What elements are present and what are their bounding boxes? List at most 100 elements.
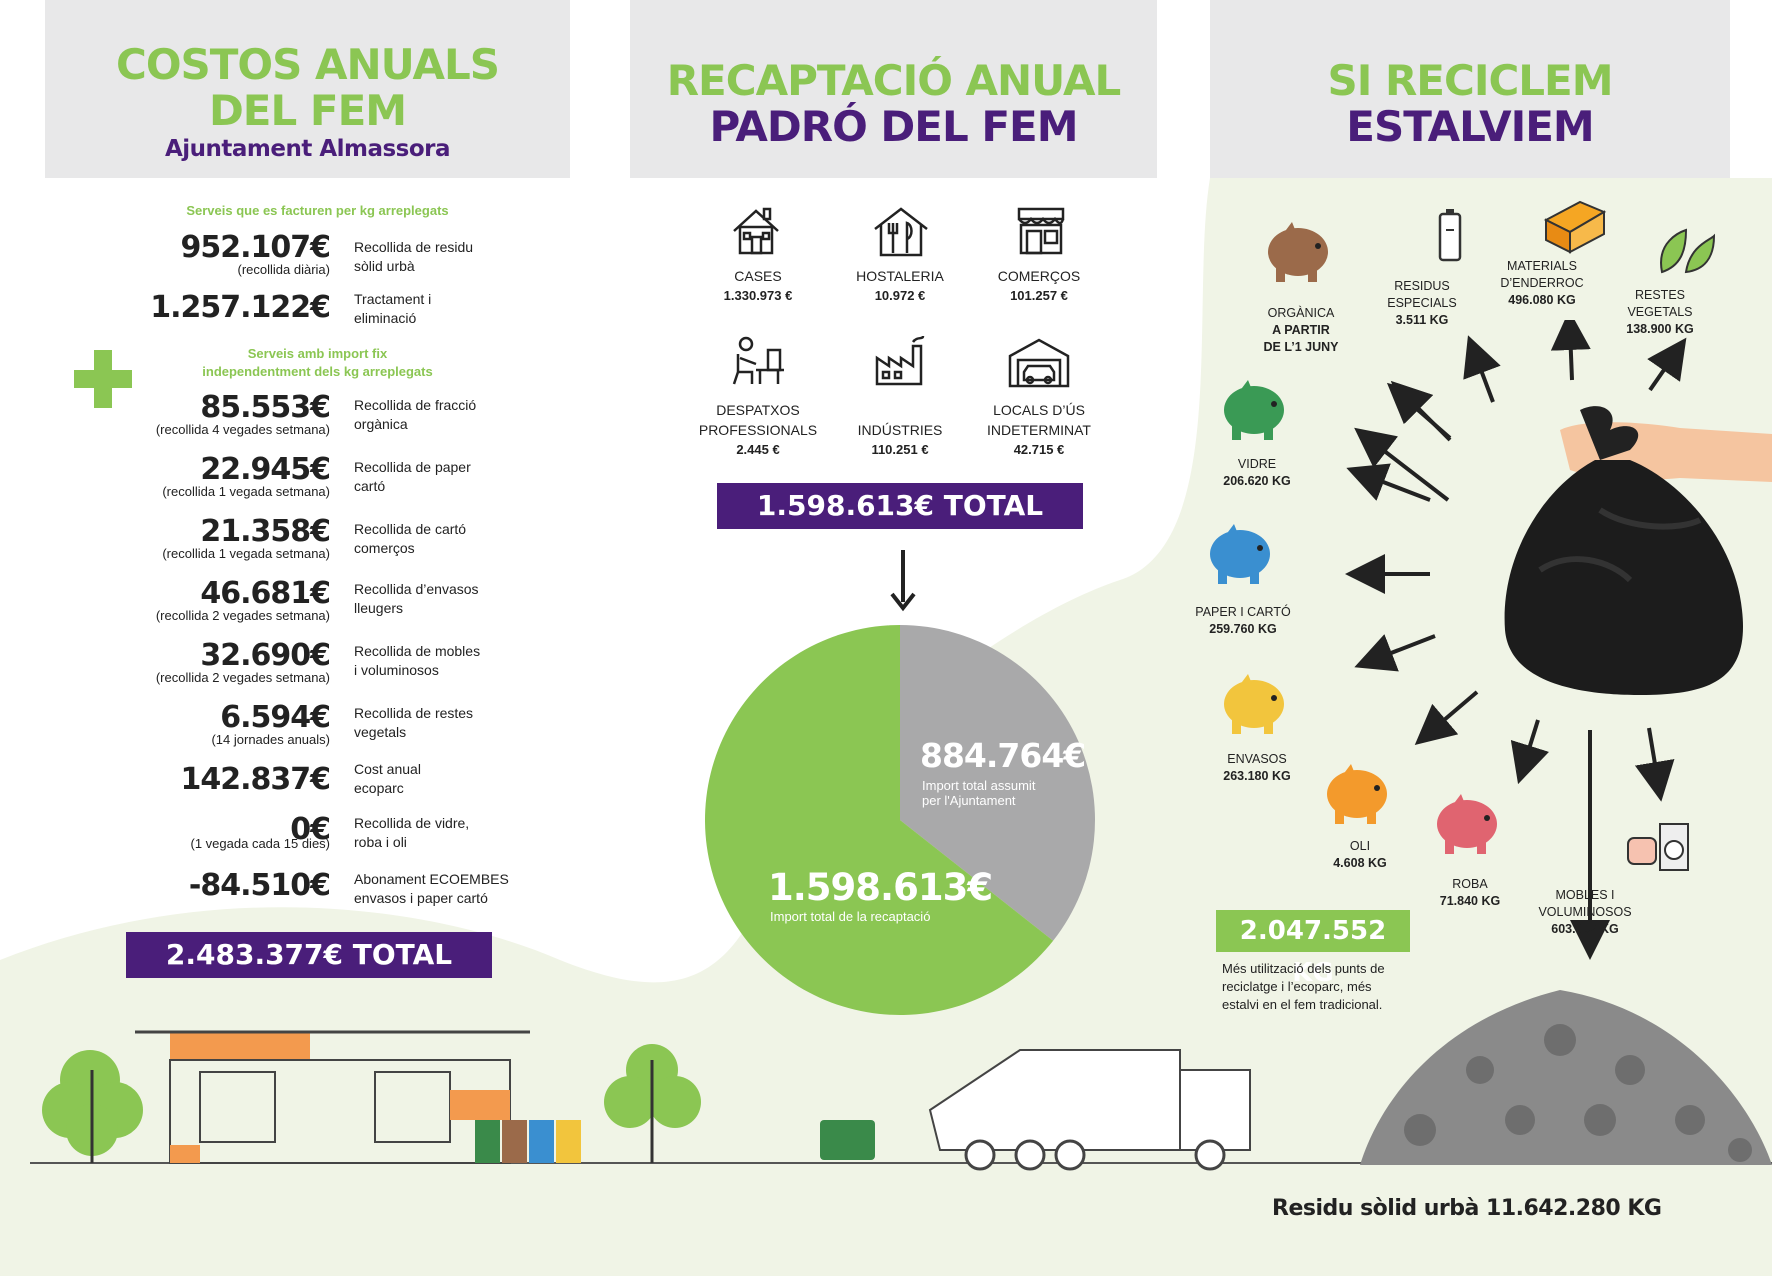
piggy-bank-icon: [1224, 674, 1284, 734]
cost-description-line2: comerços: [354, 540, 415, 556]
recycle-item-label-2: ESPECIALS: [1387, 296, 1457, 310]
cost-description-line2: eliminació: [354, 310, 417, 326]
recycle-item-label: MOBLES I: [1555, 888, 1615, 902]
cost-amount: 142.837€: [180, 762, 331, 797]
cost-description-line1: Recollida de restes: [354, 705, 474, 721]
piggy-bank-icon: [1437, 794, 1497, 854]
cost-note: (recollida 1 vegada setmana): [162, 546, 330, 561]
costs-total: 2.483.377€ TOTAL: [126, 932, 492, 978]
recycle-item: MATERIALS D’ENDERROC 496.080 KG: [1477, 258, 1607, 309]
recycle-item: OLI 4.608 KG: [1295, 838, 1425, 872]
cost-description-line2: orgànica: [354, 416, 408, 432]
pie-chart: [705, 625, 1095, 1015]
cost-description-line1: Recollida de fracció: [354, 397, 477, 413]
category-restaurant: HOSTALERIA 10.972 €: [825, 266, 975, 306]
cost-description: Recollida de mobles i voluminosos: [354, 642, 534, 680]
costs-section-2-line2: independentment dels kg arreplegats: [202, 364, 433, 379]
costs-title-2: DEL FEM: [208, 86, 407, 135]
pie-label-grey-value: 884.764€: [920, 736, 1086, 775]
recycle-item-label-2: D’ENDERROC: [1500, 276, 1584, 290]
arrow-down-icon: [890, 550, 916, 612]
recycle-item-value: 71.840 KG: [1439, 894, 1501, 908]
costs-subtitle: Ajuntament Almassora: [164, 136, 451, 162]
recycle-item: RESIDUS ESPECIALS 3.511 KG: [1357, 278, 1487, 329]
recycle-item-label: RESTES: [1634, 288, 1685, 302]
recycle-item: RESTES VEGETALS 138.900 KG: [1595, 287, 1725, 338]
cost-note: (1 vegada cada 15 dies): [190, 836, 330, 851]
garbage-pile-illustration: [1360, 990, 1772, 1165]
cost-note: (recollida 2 vegades setmana): [155, 670, 330, 685]
garbage-bag-illustration: [1504, 406, 1772, 695]
category-office-worker: DESPATXOS PROFESSIONALS 2.445 €: [683, 400, 833, 460]
cost-description: Recollida de fracció orgànica: [354, 396, 534, 434]
cost-description: Recollida de restes vegetals: [354, 704, 534, 742]
recycle-item: MOBLES I VOLUMINOSOS 603.053 KG: [1520, 887, 1650, 938]
collection-title-2: PADRÓ DEL FEM: [709, 102, 1078, 151]
piggy-bank-icon: [1210, 524, 1270, 584]
category-label: DESPATXOS: [716, 402, 800, 418]
recycle-item-value: 259.760 KG: [1209, 622, 1277, 636]
cost-description-line2: envasos i paper cartó: [354, 890, 488, 906]
costs-section-2: Serveis amb import fix independentment d…: [160, 345, 475, 381]
cost-description-line1: Tractament i: [354, 291, 432, 307]
cost-amount: -84.510€: [188, 868, 331, 903]
category-value: 42.715 €: [1013, 442, 1065, 457]
recycle-header: SI RECICLEM ESTALVIEM: [1210, 0, 1730, 178]
cost-description-line2: vegetals: [354, 724, 407, 740]
cost-description-line1: Recollida de mobles: [354, 643, 481, 659]
cost-description-line2: i voluminosos: [354, 662, 439, 678]
cost-description: Recollida de paper cartó: [354, 458, 534, 496]
piggy-bank-icon: [1327, 764, 1387, 824]
brick-icon: [1543, 200, 1607, 254]
cost-description-line1: Abonament ECOEMBES: [354, 871, 509, 887]
recycle-item-value: 603.053 KG: [1551, 922, 1619, 936]
category-garage: LOCALS D’ÚS INDETERMINAT 42.715 €: [964, 400, 1114, 460]
recycle-arrows: [1345, 320, 1687, 960]
recycle-item: VIDRE 206.620 KG: [1192, 456, 1322, 490]
cost-description-line2: lleugers: [354, 600, 404, 616]
category-value: 10.972 €: [874, 288, 926, 303]
cost-description: Abonament ECOEMBES envasos i paper cartó: [354, 870, 534, 908]
category-shop: COMERÇOS 101.257 €: [964, 266, 1114, 306]
cost-amount: 0€: [290, 812, 331, 847]
pie-label-grey-desc: Import total assumit per l'Ajuntament: [922, 778, 1035, 808]
factory-icon: [875, 336, 925, 386]
category-label: INDÚSTRIES: [857, 422, 943, 438]
cost-description-line1: Recollida d’envasos: [354, 581, 479, 597]
cost-amount: 32.690€: [200, 638, 331, 673]
pie-slice-0: [900, 625, 1095, 941]
cost-amount: 21.358€: [200, 514, 331, 549]
cost-note: (14 jornades anuals): [211, 732, 330, 747]
shop-icon: [1017, 207, 1065, 255]
cost-amount: 46.681€: [200, 576, 331, 611]
category-label-2: INDETERMINAT: [987, 422, 1091, 438]
recycle-item-value: 138.900 KG: [1626, 322, 1694, 336]
recycle-item: ENVASOS 263.180 KG: [1192, 751, 1322, 785]
recycle-item-value: 3.511 KG: [1395, 313, 1449, 327]
pie-label-grey-desc2: per l'Ajuntament: [922, 793, 1016, 808]
recycle-item-label-3: DE L’1 JUNY: [1263, 340, 1339, 354]
cost-description-line2: cartó: [354, 478, 386, 494]
battery-icon: [1438, 209, 1462, 262]
cost-note: (recollida 2 vegades setmana): [155, 608, 330, 623]
recycle-item-value: 4.608 KG: [1333, 856, 1387, 870]
recycle-item-value: 263.180 KG: [1223, 769, 1291, 783]
recycle-item-label: VIDRE: [1237, 457, 1277, 471]
collection-total: 1.598.613€ TOTAL: [717, 483, 1083, 529]
pie-label-green-value: 1.598.613€: [768, 866, 993, 909]
cost-description: Tractament i eliminació: [354, 290, 534, 328]
recycle-item: PAPER I CARTÓ 259.760 KG: [1178, 604, 1308, 638]
cost-description: Recollida de residu sòlid urbà: [354, 238, 534, 276]
cost-description-line1: Recollida de vidre,: [354, 815, 470, 831]
costs-section-1: Serveis que es facturen per kg arreplega…: [186, 203, 449, 218]
category-house: CASES 1.330.973 €: [683, 266, 833, 306]
piggy-bank-icon: [1224, 380, 1284, 440]
msw-total: Residu sòlid urbà 11.642.280 KG: [1272, 1196, 1662, 1221]
cost-note: (recollida 1 vegada setmana): [162, 484, 330, 499]
plus-icon: [74, 350, 132, 408]
cost-amount: 22.945€: [200, 452, 331, 487]
recycle-item-label: PAPER I CARTÓ: [1195, 605, 1291, 619]
category-label: COMERÇOS: [997, 268, 1081, 284]
cost-description: Recollida de vidre, roba i oli: [354, 814, 534, 852]
category-label: CASES: [734, 268, 782, 284]
